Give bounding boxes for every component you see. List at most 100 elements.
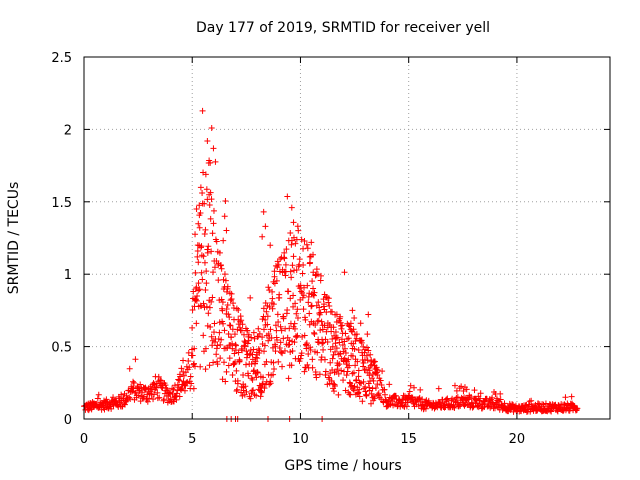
data-point — [281, 347, 288, 354]
data-point — [275, 358, 282, 365]
grid-lines — [84, 57, 610, 419]
data-point — [497, 396, 504, 403]
data-point — [320, 346, 327, 353]
data-point — [248, 390, 255, 397]
data-point — [339, 342, 346, 349]
data-point — [156, 394, 163, 401]
data-point — [341, 269, 348, 276]
data-point — [95, 391, 102, 398]
data-point — [453, 394, 460, 401]
data-point — [292, 300, 299, 307]
data-point — [471, 387, 478, 394]
data-point — [318, 354, 325, 361]
data-point — [224, 302, 231, 309]
data-point — [349, 328, 356, 335]
data-point — [293, 334, 300, 341]
data-point — [226, 290, 233, 297]
data-point — [189, 352, 196, 359]
data-point — [202, 345, 209, 352]
data-point — [190, 288, 197, 295]
data-point — [260, 326, 267, 333]
data-point — [297, 282, 304, 289]
data-point — [151, 391, 158, 398]
data-point — [194, 253, 201, 260]
data-point — [281, 249, 288, 256]
data-point — [352, 362, 359, 369]
data-point — [324, 339, 331, 346]
data-point — [274, 258, 281, 265]
data-point — [210, 145, 217, 152]
data-point — [220, 237, 227, 244]
data-point — [267, 326, 274, 333]
data-point — [173, 396, 180, 403]
data-point — [310, 285, 317, 292]
data-point — [329, 343, 336, 350]
data-point — [118, 391, 125, 398]
data-point — [208, 124, 215, 131]
data-point — [215, 277, 222, 284]
data-point — [349, 307, 356, 314]
data-point — [417, 386, 424, 393]
data-point — [422, 405, 429, 412]
data-point — [174, 387, 181, 394]
data-point — [281, 255, 288, 262]
data-point — [265, 371, 272, 378]
data-point — [94, 395, 101, 402]
data-point — [157, 377, 164, 384]
data-point — [295, 263, 302, 270]
data-point — [460, 387, 467, 394]
data-point — [340, 377, 347, 384]
data-point — [197, 363, 204, 370]
data-point — [510, 401, 517, 408]
data-point — [155, 373, 162, 380]
data-point — [310, 329, 317, 336]
data-point — [303, 345, 310, 352]
data-point — [181, 372, 188, 379]
data-point — [346, 323, 353, 330]
data-point — [207, 215, 214, 222]
data-point — [257, 393, 264, 400]
data-point — [368, 400, 375, 407]
data-point — [321, 291, 328, 298]
data-point — [232, 341, 239, 348]
data-point — [211, 329, 218, 336]
data-point — [336, 339, 343, 346]
data-point — [355, 389, 362, 396]
data-point — [299, 270, 306, 277]
data-point — [267, 242, 274, 249]
data-point — [202, 226, 209, 233]
data-point — [213, 238, 220, 245]
data-point — [190, 385, 197, 392]
data-point — [193, 206, 200, 213]
data-point — [352, 377, 359, 384]
data-point — [318, 272, 325, 279]
data-point — [252, 370, 259, 377]
data-point — [216, 249, 223, 256]
data-point — [367, 378, 374, 385]
data-point — [294, 306, 301, 313]
data-point — [329, 336, 336, 343]
data-point — [211, 264, 218, 271]
data-point — [243, 348, 250, 355]
data-point — [294, 332, 301, 339]
data-point — [332, 335, 339, 342]
data-point — [316, 310, 323, 317]
data-points — [81, 107, 581, 422]
data-point — [477, 395, 484, 402]
data-point — [463, 386, 470, 393]
data-point — [242, 383, 249, 390]
data-point — [207, 189, 214, 196]
data-point — [305, 364, 312, 371]
data-point — [222, 345, 229, 352]
data-point — [335, 391, 342, 398]
data-point — [189, 324, 196, 331]
data-point — [313, 374, 320, 381]
data-point — [261, 385, 268, 392]
data-point — [205, 243, 212, 250]
data-point — [340, 348, 347, 355]
y-tick-label: 0 — [64, 413, 72, 428]
data-point — [287, 295, 294, 302]
data-point — [203, 186, 210, 193]
data-point — [306, 290, 313, 297]
data-point — [327, 370, 334, 377]
